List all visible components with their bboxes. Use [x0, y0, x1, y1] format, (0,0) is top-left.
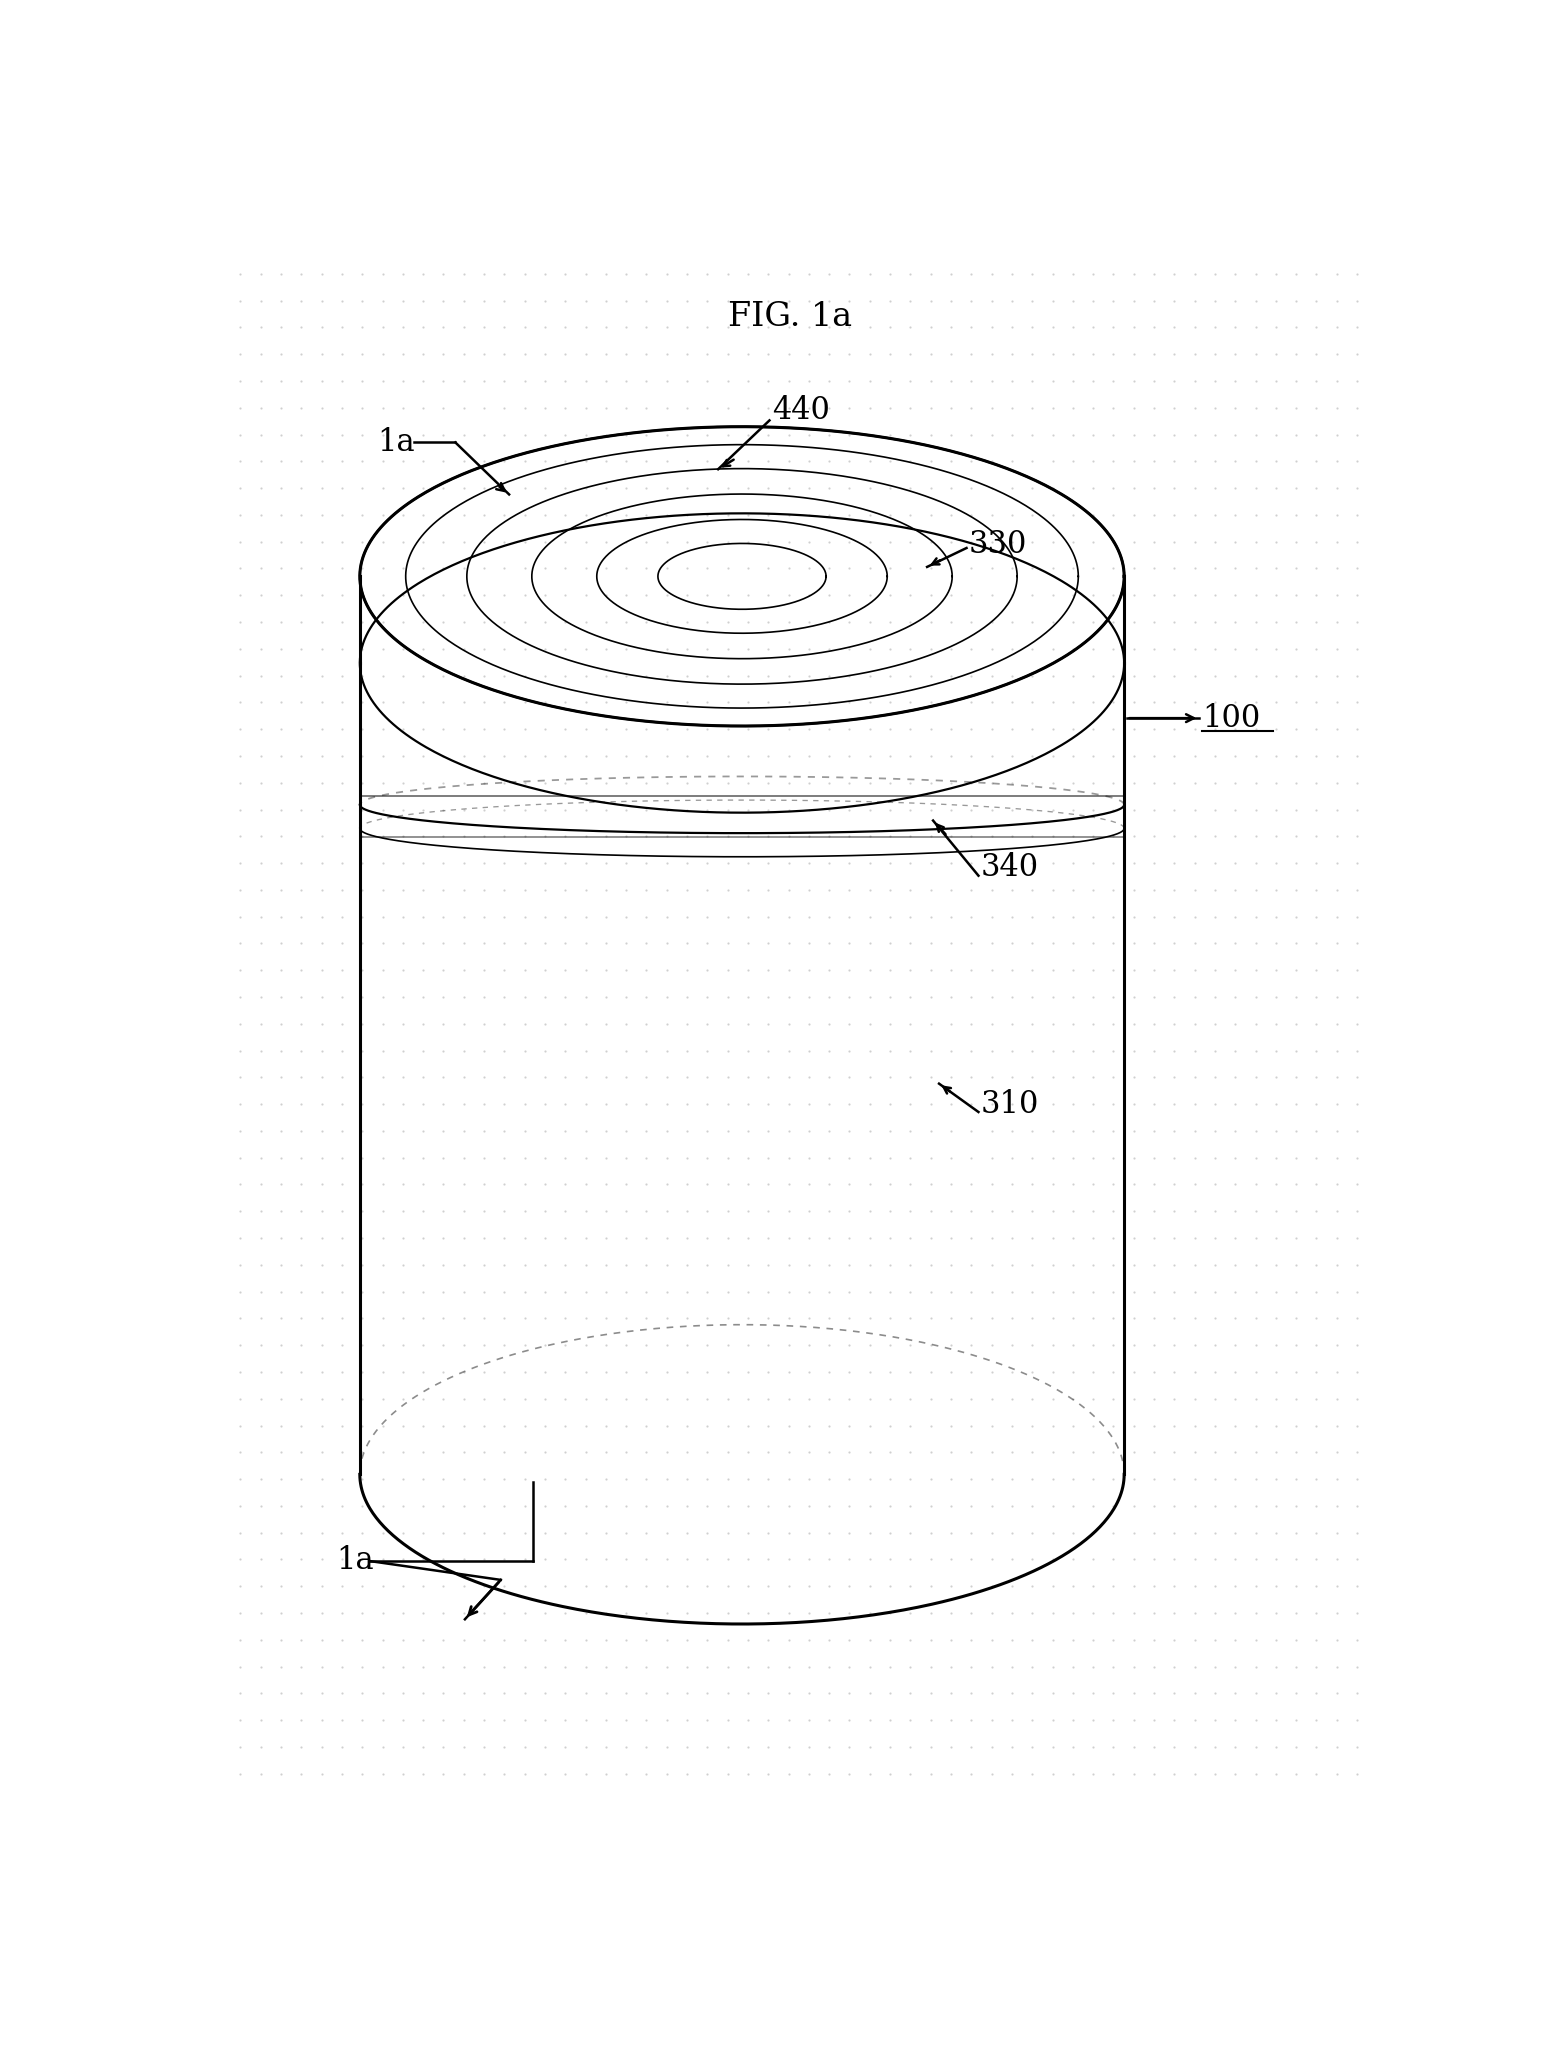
Text: 340: 340 — [982, 853, 1039, 884]
Text: 440: 440 — [772, 395, 829, 426]
Text: 100: 100 — [1202, 702, 1261, 735]
Text: 1a: 1a — [336, 1545, 373, 1577]
Text: 310: 310 — [982, 1088, 1039, 1119]
Text: 330: 330 — [969, 530, 1028, 561]
Text: FIG. 1a: FIG. 1a — [727, 301, 852, 333]
Text: 1a: 1a — [378, 428, 416, 458]
